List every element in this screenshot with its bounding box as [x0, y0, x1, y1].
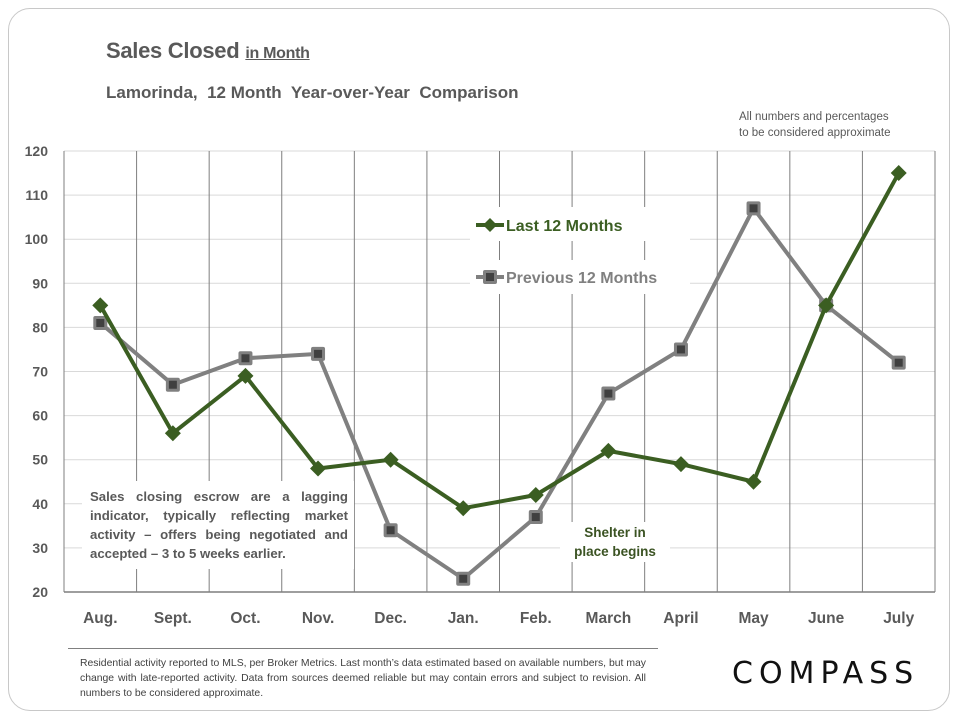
x-tick-label: Dec.	[374, 610, 407, 627]
square-marker-inner	[386, 526, 395, 535]
approximate-note: All numbers and percentages to be consid…	[739, 109, 891, 141]
square-marker	[891, 355, 906, 370]
diamond-marker	[237, 367, 254, 384]
diamond-marker	[818, 297, 835, 314]
legend-bg-previous	[470, 260, 690, 294]
y-tick-label: 110	[25, 187, 48, 203]
shelter-in-place-annotation: Shelter in place begins	[560, 522, 670, 562]
diamond-marker	[745, 473, 762, 490]
square-marker	[93, 315, 108, 330]
axes	[63, 151, 935, 593]
y-tick-label: 100	[25, 231, 49, 247]
y-tick-labels: 20 30 40 50 60 70 80 90 100 110 120	[25, 143, 49, 600]
legend-label-last-12-months: Last 12 Months	[506, 218, 623, 235]
y-tick-label: 60	[32, 408, 48, 424]
square-marker	[601, 386, 616, 401]
chart-subtitle: Lamorinda, 12 Month Year-over-Year Compa…	[106, 83, 519, 102]
square-marker-inner	[314, 349, 323, 358]
x-tick-labels: Aug. Sept. Oct. Nov. Dec. Jan. Feb. March April M…	[83, 610, 915, 627]
series-lines	[92, 165, 907, 586]
legend-bg-last	[470, 207, 690, 241]
square-marker-inner	[531, 513, 540, 522]
diamond-marker	[164, 425, 181, 442]
x-tick-label: Oct.	[230, 610, 260, 627]
legend-label-previous-12-months: Previous 12 Months	[506, 270, 657, 287]
x-tick-label: May	[738, 610, 769, 627]
square-marker-inner	[676, 345, 685, 354]
diamond-marker	[890, 165, 907, 182]
title-main: Sales Closed	[106, 38, 240, 63]
y-tick-label: 50	[32, 452, 48, 468]
x-tick-label: June	[808, 610, 845, 627]
approximate-note-line2: to be considered approximate	[739, 127, 891, 139]
shelter-line2: place begins	[574, 544, 656, 559]
series-line	[98, 206, 900, 581]
approximate-note-line1: All numbers and percentages	[739, 111, 889, 123]
square-marker-inner	[96, 318, 105, 327]
square-marker	[311, 346, 326, 361]
square-marker	[528, 510, 543, 525]
slide-frame	[8, 8, 950, 711]
diamond-marker	[527, 486, 544, 503]
square-marker	[746, 201, 761, 216]
square-marker	[165, 377, 180, 392]
y-tick-label: 70	[32, 364, 48, 380]
footer-disclaimer: Residential activity reported to MLS, pe…	[80, 658, 646, 699]
compass-logo: COMPASS	[732, 656, 920, 691]
footer-divider	[68, 648, 658, 649]
x-tick-label: Jan.	[448, 610, 479, 627]
diamond-marker	[310, 460, 327, 477]
x-tick-label: Aug.	[83, 610, 117, 627]
square-marker-inner	[604, 389, 613, 398]
square-marker-inner	[486, 273, 494, 281]
y-tick-label: 80	[32, 319, 48, 335]
shelter-line1: Shelter in	[584, 525, 646, 540]
square-marker-inner	[241, 354, 250, 363]
y-tick-label: 30	[32, 540, 48, 556]
y-tick-label: 90	[32, 275, 48, 291]
x-tick-label: Sept.	[154, 610, 192, 627]
diamond-marker	[672, 456, 689, 473]
square-marker-inner	[459, 574, 468, 583]
x-tick-label: March	[586, 610, 632, 627]
series-previous-12-months	[93, 201, 906, 586]
square-marker-inner	[894, 358, 903, 367]
title-suffix: in Month	[245, 45, 310, 62]
x-tick-label: April	[663, 610, 698, 627]
square-marker-inner	[749, 204, 758, 213]
lagging-indicator-note: Sales closing escrow are a lagging indic…	[82, 481, 354, 569]
diamond-marker	[455, 500, 472, 517]
x-tick-label: Nov.	[302, 610, 334, 627]
chart-title: Sales Closed in Month	[106, 38, 310, 64]
y-tick-label: 40	[32, 496, 48, 512]
diamond-marker	[600, 442, 617, 459]
y-tick-label: 20	[32, 584, 48, 600]
series-last-12-months	[92, 165, 907, 517]
series-line	[98, 172, 901, 511]
square-marker	[456, 571, 471, 586]
y-tick-label: 120	[25, 143, 49, 159]
diamond-marker	[483, 218, 497, 232]
square-marker	[673, 342, 688, 357]
diamond-marker	[92, 297, 109, 314]
x-tick-label: July	[883, 610, 914, 627]
diamond-marker	[382, 451, 399, 468]
square-marker	[483, 270, 497, 284]
legend: Last 12 Months Previous 12 Months	[470, 207, 690, 294]
square-marker-inner	[168, 380, 177, 389]
x-tick-label: Feb.	[520, 610, 552, 627]
square-marker	[383, 523, 398, 538]
square-marker	[238, 351, 253, 366]
